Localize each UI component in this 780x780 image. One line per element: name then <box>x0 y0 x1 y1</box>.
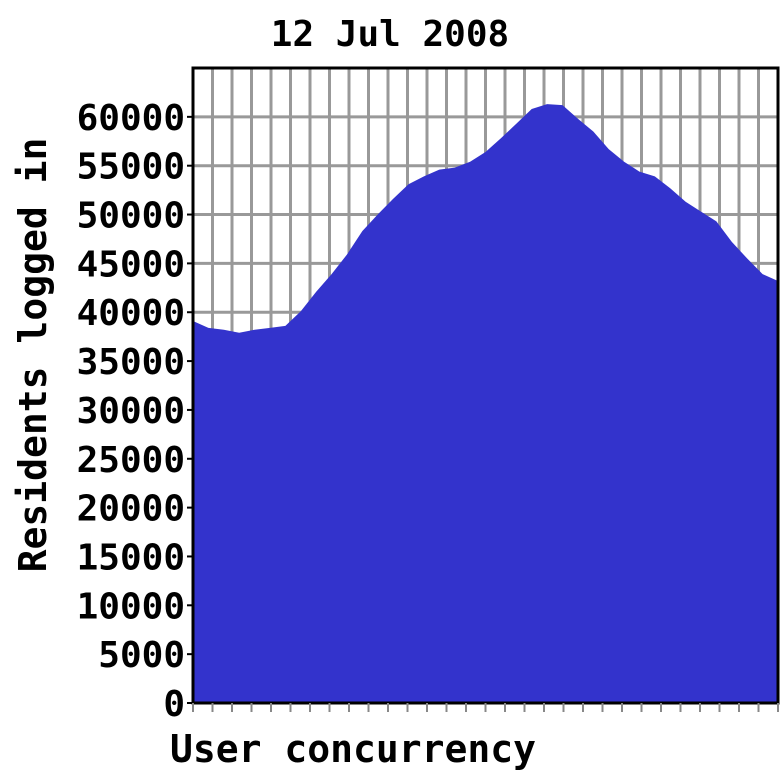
y-tick-label: 55000 <box>77 147 185 188</box>
y-tick-label: 40000 <box>77 293 185 334</box>
x-axis-ticks <box>192 703 779 712</box>
data-area <box>193 104 778 704</box>
x-axis-label: User concurrency <box>170 727 536 771</box>
y-axis-label: Residents logged in <box>11 138 55 573</box>
y-tick-label: 5000 <box>98 635 185 676</box>
y-tick-label: 25000 <box>77 440 185 481</box>
y-tick-label: 30000 <box>77 391 185 432</box>
y-tick-label: 45000 <box>77 244 185 285</box>
chart-title: 12 Jul 2008 <box>271 14 509 55</box>
y-tick-label: 50000 <box>77 196 185 237</box>
y-tick-label: 60000 <box>77 98 185 139</box>
y-tick-label: 35000 <box>77 342 185 383</box>
y-tick-label: 0 <box>163 684 185 725</box>
y-tick-label: 15000 <box>77 537 185 578</box>
y-tick-label: 10000 <box>77 586 185 627</box>
y-axis-ticks: 0 5000 10000 15000 20000 25000 30000 35000 40000… <box>77 98 193 725</box>
y-tick-label: 20000 <box>77 489 185 530</box>
